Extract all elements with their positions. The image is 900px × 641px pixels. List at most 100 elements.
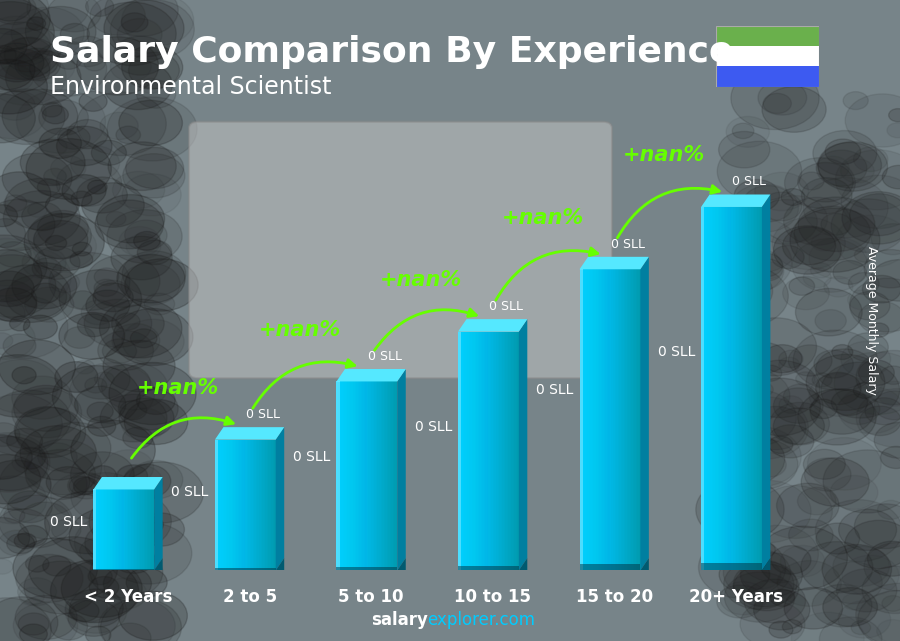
Circle shape bbox=[0, 29, 27, 63]
Circle shape bbox=[773, 408, 824, 444]
Circle shape bbox=[797, 487, 836, 515]
Bar bbox=[490, 331, 491, 570]
Bar bbox=[587, 269, 589, 570]
Circle shape bbox=[734, 562, 797, 607]
Bar bbox=[341, 381, 343, 570]
Bar bbox=[387, 381, 389, 570]
Bar bbox=[114, 490, 116, 570]
Circle shape bbox=[38, 443, 77, 471]
Circle shape bbox=[70, 251, 93, 267]
Circle shape bbox=[103, 339, 137, 363]
Circle shape bbox=[801, 178, 852, 213]
Circle shape bbox=[95, 528, 118, 545]
Circle shape bbox=[761, 192, 802, 221]
Bar bbox=[511, 331, 513, 570]
Bar bbox=[482, 331, 484, 570]
Circle shape bbox=[112, 308, 193, 365]
Bar bbox=[224, 440, 226, 570]
Circle shape bbox=[811, 263, 832, 278]
Circle shape bbox=[821, 362, 900, 418]
Circle shape bbox=[120, 494, 150, 516]
Bar bbox=[233, 440, 235, 570]
Circle shape bbox=[12, 451, 42, 473]
Bar bbox=[262, 440, 264, 570]
Circle shape bbox=[753, 590, 810, 630]
Circle shape bbox=[125, 220, 167, 250]
Bar bbox=[98, 490, 100, 570]
Circle shape bbox=[0, 65, 33, 92]
Circle shape bbox=[0, 0, 36, 24]
Circle shape bbox=[98, 599, 176, 641]
Circle shape bbox=[836, 569, 896, 612]
Text: +nan%: +nan% bbox=[258, 320, 341, 340]
Circle shape bbox=[103, 340, 176, 392]
Bar bbox=[350, 381, 352, 570]
Circle shape bbox=[18, 526, 48, 547]
Circle shape bbox=[2, 153, 72, 203]
Circle shape bbox=[848, 333, 888, 362]
Bar bbox=[464, 331, 466, 570]
Circle shape bbox=[848, 290, 875, 310]
Bar bbox=[235, 440, 237, 570]
Circle shape bbox=[702, 265, 788, 327]
Circle shape bbox=[4, 190, 80, 246]
Bar bbox=[589, 269, 590, 570]
Circle shape bbox=[0, 90, 46, 138]
Circle shape bbox=[0, 60, 48, 114]
Circle shape bbox=[710, 433, 785, 485]
Text: 10 to 15: 10 to 15 bbox=[454, 588, 531, 606]
Circle shape bbox=[782, 227, 835, 265]
Circle shape bbox=[6, 428, 42, 454]
Circle shape bbox=[36, 255, 57, 269]
Circle shape bbox=[117, 19, 162, 51]
Circle shape bbox=[799, 172, 824, 190]
Bar bbox=[602, 269, 604, 570]
Bar bbox=[484, 331, 486, 570]
Bar bbox=[145, 490, 147, 570]
Circle shape bbox=[72, 242, 92, 256]
Polygon shape bbox=[701, 194, 770, 207]
Circle shape bbox=[736, 411, 767, 432]
Polygon shape bbox=[275, 558, 284, 570]
Bar bbox=[626, 269, 627, 570]
Circle shape bbox=[819, 617, 882, 641]
Circle shape bbox=[783, 276, 829, 310]
Circle shape bbox=[144, 293, 175, 315]
Circle shape bbox=[769, 621, 793, 638]
Bar bbox=[613, 269, 615, 570]
Circle shape bbox=[69, 363, 155, 424]
Circle shape bbox=[769, 436, 793, 453]
Circle shape bbox=[778, 350, 803, 367]
Circle shape bbox=[45, 491, 132, 554]
Circle shape bbox=[724, 549, 791, 597]
Circle shape bbox=[42, 105, 68, 124]
Circle shape bbox=[6, 275, 67, 319]
Circle shape bbox=[864, 249, 900, 288]
Bar bbox=[518, 331, 519, 570]
Circle shape bbox=[0, 433, 50, 492]
Circle shape bbox=[87, 417, 116, 437]
Circle shape bbox=[717, 141, 802, 201]
Circle shape bbox=[104, 506, 145, 536]
Circle shape bbox=[103, 578, 147, 609]
Circle shape bbox=[71, 191, 92, 206]
Circle shape bbox=[119, 591, 187, 640]
Circle shape bbox=[752, 259, 783, 281]
Bar bbox=[581, 269, 583, 570]
Circle shape bbox=[108, 142, 176, 190]
Bar bbox=[727, 207, 729, 570]
Circle shape bbox=[20, 624, 48, 641]
Circle shape bbox=[106, 212, 126, 226]
Circle shape bbox=[723, 480, 811, 543]
Circle shape bbox=[0, 422, 20, 446]
Circle shape bbox=[783, 384, 818, 409]
Circle shape bbox=[4, 195, 27, 212]
Circle shape bbox=[735, 318, 816, 376]
Bar bbox=[493, 331, 495, 570]
Circle shape bbox=[14, 48, 60, 81]
Circle shape bbox=[842, 175, 900, 229]
Bar bbox=[584, 269, 586, 570]
Circle shape bbox=[138, 513, 184, 546]
Bar bbox=[149, 490, 151, 570]
Circle shape bbox=[0, 530, 34, 556]
